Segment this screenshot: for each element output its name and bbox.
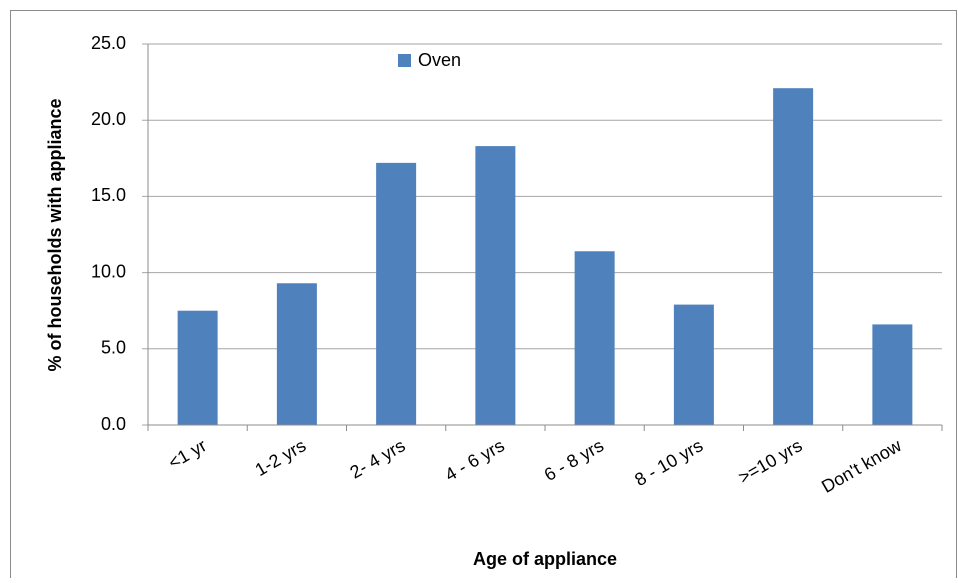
legend-label: Oven [418,50,461,70]
x-tick-label: 8 - 10 yrs [631,435,706,490]
x-tick-label: <1 yr [165,435,210,473]
x-tick-label: 1-2 yrs [252,435,310,480]
x-tick-label: >=10 yrs [735,435,806,487]
bar [673,304,714,425]
bar [276,283,317,425]
bar [475,146,516,425]
y-tick-label: 15.0 [91,185,126,205]
y-axis-title: % of households with appliance [45,98,65,371]
x-tick-label: 2- 4 yrs [347,435,409,482]
bar [773,88,814,426]
bar [376,162,417,425]
y-tick-label: 5.0 [101,338,126,358]
y-tick-label: 25.0 [91,33,126,53]
y-tick-label: 20.0 [91,109,126,129]
x-tick-label: 4 - 6 yrs [441,435,507,485]
bar [574,251,615,425]
x-axis-title: Age of appliance [473,549,617,569]
chart-frame [10,10,957,583]
y-tick-label: 0.0 [101,414,126,434]
x-tick-label: 6 - 8 yrs [541,435,607,485]
bar [177,310,218,425]
bar [872,324,913,425]
x-tick-label: Don't know [818,435,905,497]
y-tick-label: 10.0 [91,261,126,281]
legend-swatch [398,54,411,67]
